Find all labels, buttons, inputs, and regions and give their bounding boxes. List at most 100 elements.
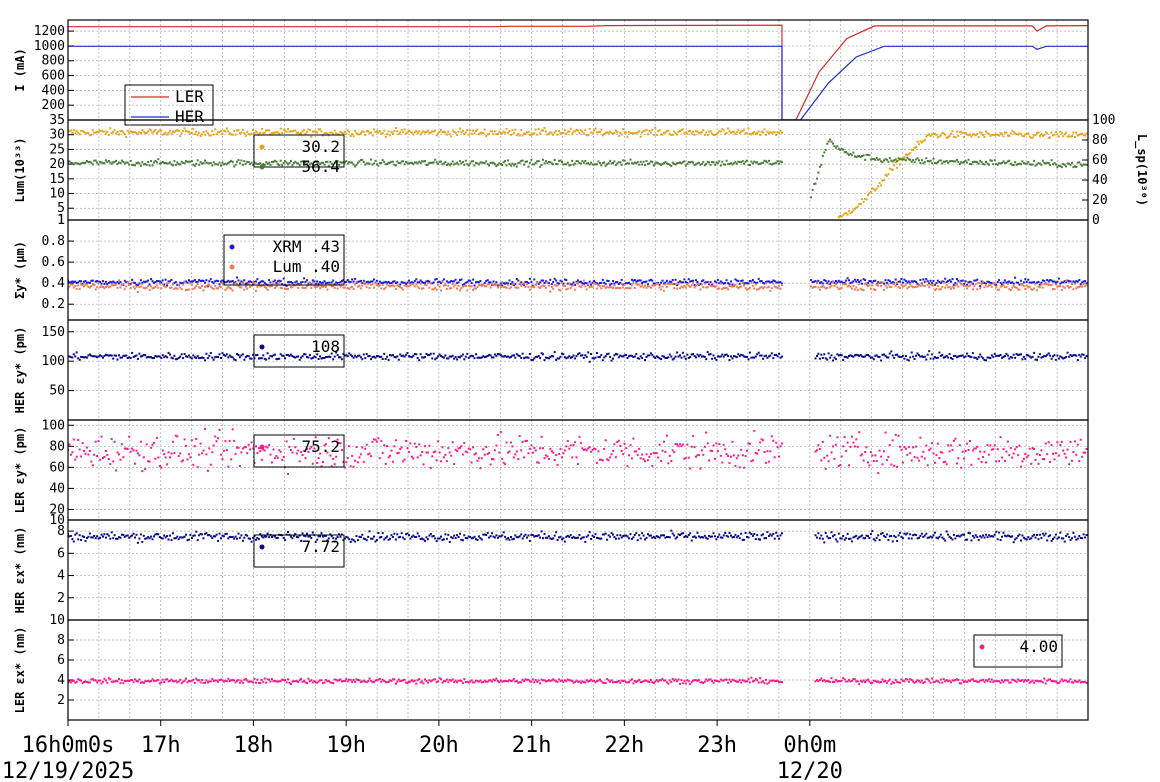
data-point	[1041, 159, 1044, 162]
data-point	[119, 281, 122, 284]
data-point	[829, 286, 832, 289]
data-point	[428, 161, 431, 164]
data-point	[142, 280, 145, 283]
data-point	[679, 161, 681, 164]
data-point	[944, 460, 947, 463]
data-point	[185, 130, 187, 132]
data-point	[746, 449, 748, 452]
data-point	[579, 162, 582, 165]
data-point	[262, 132, 265, 135]
data-point	[756, 161, 759, 164]
data-point	[400, 128, 403, 131]
data-point	[916, 285, 919, 288]
data-point	[106, 284, 109, 287]
data-point	[676, 536, 679, 539]
data-point	[871, 454, 874, 457]
data-point	[491, 130, 493, 133]
data-point	[266, 446, 269, 449]
data-point	[451, 283, 454, 286]
data-point	[190, 357, 193, 360]
data-point	[279, 353, 282, 356]
data-point	[725, 279, 728, 282]
data-point	[141, 161, 144, 164]
data-point	[134, 355, 136, 358]
data-point	[932, 157, 935, 160]
data-point	[150, 285, 153, 288]
data-point	[655, 134, 658, 136]
y-tick-label: 35	[49, 113, 65, 128]
data-point	[1009, 162, 1012, 165]
data-point	[891, 168, 894, 171]
data-point	[899, 163, 901, 166]
data-point	[421, 160, 424, 163]
data-point	[766, 161, 769, 164]
data-point	[193, 164, 196, 167]
data-point	[603, 533, 606, 536]
data-point	[212, 444, 215, 447]
data-point	[164, 536, 167, 539]
data-point	[83, 285, 85, 288]
data-point	[811, 281, 814, 283]
data-point	[485, 160, 488, 163]
data-point	[440, 289, 442, 292]
data-point	[539, 287, 542, 289]
data-point	[523, 282, 526, 285]
data-point	[83, 130, 85, 133]
data-point	[317, 162, 320, 165]
y-tick-label: 150	[42, 325, 65, 340]
data-point	[766, 531, 769, 534]
data-point	[148, 289, 151, 292]
data-point	[719, 282, 722, 285]
data-point	[441, 538, 444, 541]
data-point	[762, 533, 765, 536]
data-point	[750, 281, 753, 284]
data-point	[292, 129, 295, 132]
data-point	[1002, 448, 1005, 450]
data-point	[346, 279, 349, 281]
data-point	[170, 278, 173, 281]
data-point	[872, 538, 875, 541]
data-point	[333, 129, 336, 132]
data-point	[885, 286, 888, 289]
data-point	[1024, 288, 1027, 290]
data-point	[391, 354, 394, 356]
data-point	[919, 285, 922, 287]
data-point	[1036, 163, 1038, 166]
data-point	[770, 163, 773, 166]
data-point	[514, 163, 517, 166]
data-point	[897, 157, 900, 160]
data-point	[255, 280, 257, 283]
data-point	[677, 162, 680, 164]
data-point	[222, 354, 225, 356]
data-point	[686, 282, 689, 284]
data-point	[186, 288, 189, 291]
data-point	[542, 129, 544, 132]
data-point	[867, 461, 869, 464]
data-point	[472, 446, 475, 449]
data-point	[297, 131, 300, 134]
data-point	[732, 536, 735, 538]
data-point	[651, 464, 654, 467]
data-point	[888, 444, 891, 447]
data-point	[689, 467, 692, 470]
data-point	[721, 536, 724, 539]
data-point	[1073, 282, 1076, 285]
data-point	[91, 283, 94, 286]
data-point	[389, 282, 391, 285]
data-point	[846, 213, 849, 216]
data-point	[69, 534, 72, 537]
data-point	[1022, 162, 1025, 165]
data-point	[957, 285, 960, 288]
data-point	[1072, 451, 1075, 453]
data-point	[268, 284, 271, 287]
data-point	[834, 280, 837, 282]
data-point	[553, 459, 556, 461]
data-point	[408, 279, 410, 282]
data-point	[359, 536, 362, 539]
data-point	[776, 534, 779, 537]
data-point	[391, 536, 394, 538]
data-point	[996, 448, 999, 451]
data-point	[912, 159, 915, 162]
data-point	[855, 280, 858, 283]
